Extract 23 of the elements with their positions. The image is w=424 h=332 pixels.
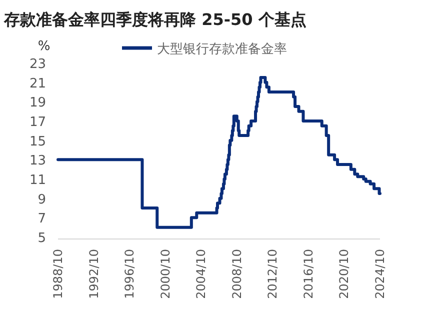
y-tick-label: 19 bbox=[29, 96, 46, 111]
x-tick-label: 1996/10 bbox=[122, 249, 137, 299]
x-tick-label: 2008/10 bbox=[230, 249, 244, 299]
y-tick-label: 9 bbox=[38, 192, 46, 208]
y-tick-label: 7 bbox=[38, 212, 46, 227]
x-tick-label: 1992/10 bbox=[86, 249, 101, 299]
x-tick-label: 2000/10 bbox=[158, 249, 172, 299]
y-tick-label: 15 bbox=[29, 134, 46, 150]
x-tick-label: 2012/10 bbox=[266, 249, 280, 299]
x-tick-label: 1988/10 bbox=[51, 249, 65, 299]
x-tick-label: 2016/10 bbox=[301, 249, 316, 299]
y-axis-title: % bbox=[38, 39, 50, 54]
chart-title: 存款准备金率四季度将再降 25-50 个基点 bbox=[3, 10, 306, 29]
y-tick-label: 17 bbox=[29, 115, 46, 130]
y-tick-label: 11 bbox=[29, 173, 46, 188]
y-tick-label: 21 bbox=[29, 76, 46, 92]
legend-label: 大型银行存款准备金率 bbox=[157, 41, 287, 57]
x-tick-label: 2020/10 bbox=[337, 249, 352, 299]
x-tick-label: 2004/10 bbox=[194, 249, 208, 299]
y-tick-label: 13 bbox=[29, 154, 46, 169]
y-tick-label: 23 bbox=[29, 57, 46, 72]
y-tick-label: 5 bbox=[38, 231, 46, 246]
x-tick-label: 2024/10 bbox=[373, 249, 387, 299]
